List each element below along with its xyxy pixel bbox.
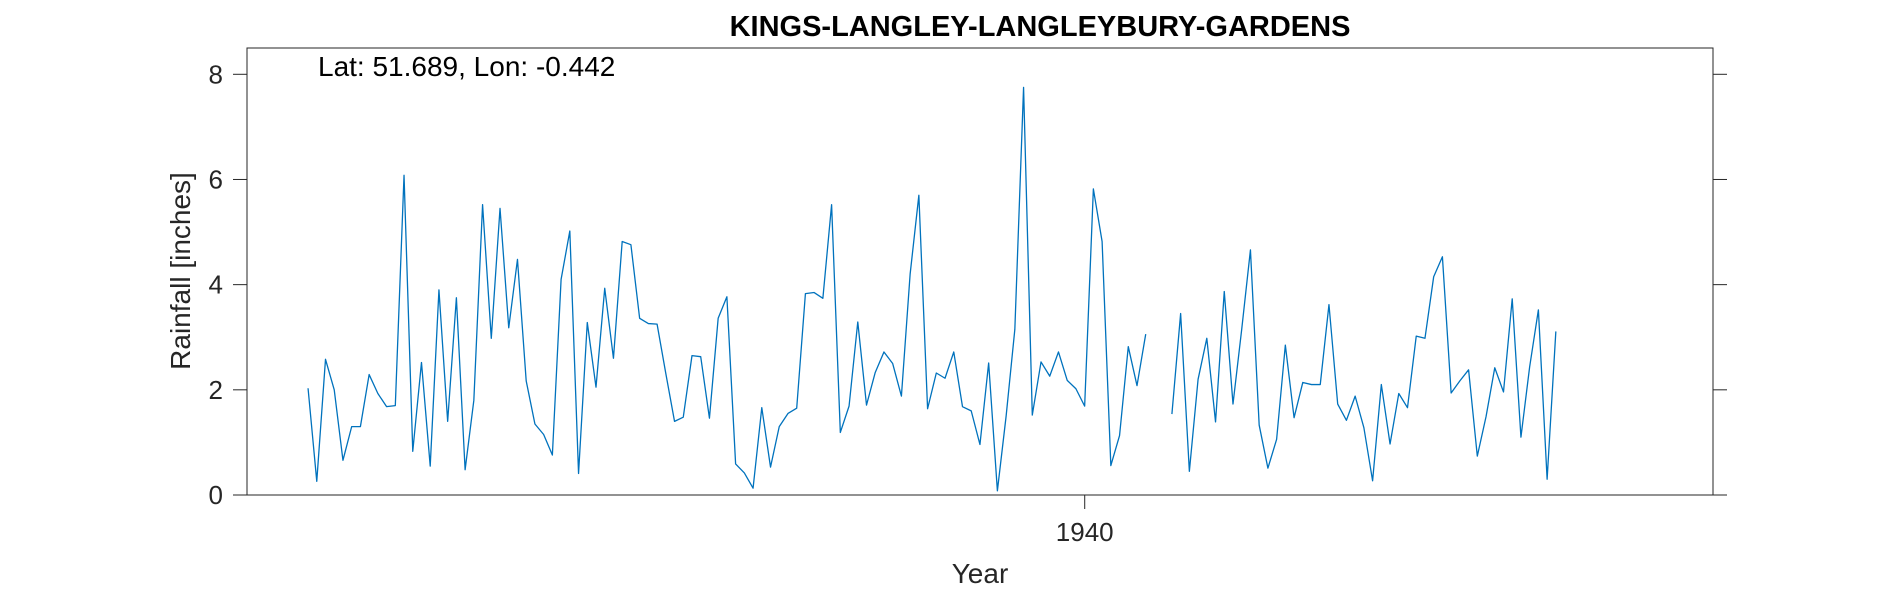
y-tick-label: 8 [209,59,223,89]
y-tick-label: 4 [209,270,223,300]
axis-ticks [233,73,1727,509]
y-tick-label: 0 [209,480,223,510]
y-axis-label: Rainfall [inches] [165,172,196,370]
y-tick-label: 2 [209,375,223,405]
chart-title: KINGS-LANGLEY-LANGLEYBURY-GARDENS [730,11,1351,43]
plot-area [246,47,1714,496]
x-axis-label: Year [952,558,1009,589]
location-annotation: Lat: 51.689, Lon: -0.442 [318,51,615,82]
y-tick-label: 6 [209,164,223,194]
tick-labels: 0 2 4 6 8 1940 [209,59,1114,547]
rainfall-series-line [307,86,1557,492]
x-tick-label: 1940 [1056,517,1114,547]
